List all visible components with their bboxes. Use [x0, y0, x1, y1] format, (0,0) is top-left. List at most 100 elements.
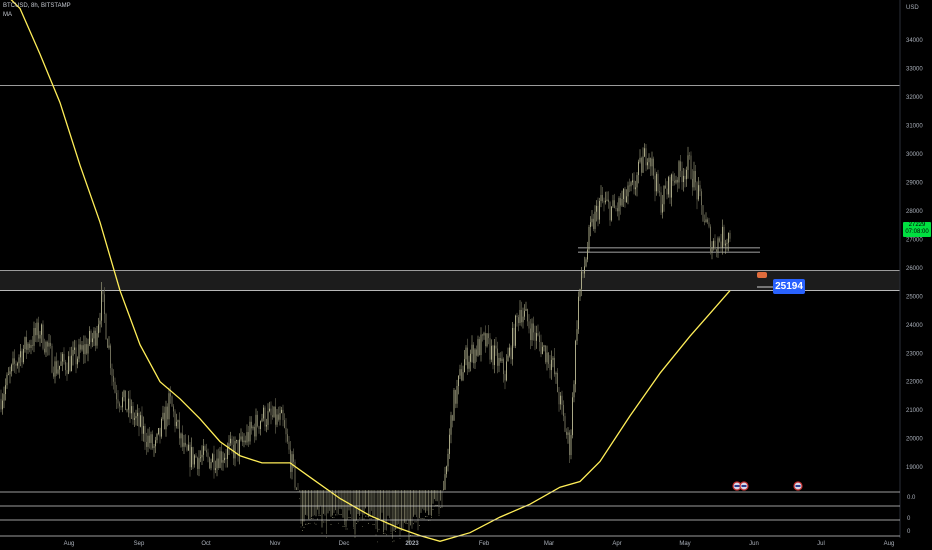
- candle-body: [669, 177, 671, 198]
- candle-body: [168, 393, 170, 420]
- time-tick-label: Oct: [201, 541, 211, 547]
- candle-body: [318, 515, 320, 517]
- candle-body: [227, 447, 228, 459]
- candle-body: [642, 156, 644, 173]
- candle-body: [374, 524, 375, 525]
- candle-body: [146, 441, 147, 447]
- candle-body: [500, 357, 501, 361]
- candle-body: [281, 409, 282, 414]
- candle-body: [696, 182, 698, 200]
- candle-body: [432, 509, 434, 510]
- candle-body: [416, 521, 417, 523]
- candle-body: [20, 351, 21, 358]
- candle-body: [153, 446, 155, 448]
- candle-body: [3, 394, 5, 401]
- candle-body: [558, 392, 560, 405]
- event-icons: [732, 481, 803, 491]
- candle-body: [87, 344, 89, 354]
- candle-body: [372, 524, 374, 525]
- candle-body: [630, 182, 632, 187]
- time-tick-label: Jul: [817, 541, 825, 547]
- candle-body: [705, 219, 707, 223]
- candle-body: [41, 324, 42, 335]
- candle-body: [600, 194, 602, 202]
- candle-body: [371, 518, 372, 520]
- candle-body: [278, 414, 279, 420]
- candle-body: [386, 534, 387, 536]
- candle-body: [626, 196, 627, 203]
- candle-body: [171, 396, 173, 407]
- candle-body: [5, 385, 6, 395]
- candle-body: [447, 453, 449, 467]
- candle-body: [218, 458, 219, 468]
- indicator-label: MA: [3, 12, 12, 18]
- candle-body: [728, 233, 729, 243]
- candle-body: [132, 406, 134, 420]
- candle-body: [66, 370, 68, 374]
- candle-body: [531, 323, 533, 341]
- candle-body: [78, 344, 80, 359]
- candle-body: [339, 514, 341, 515]
- candle-body: [72, 349, 74, 356]
- candle-body: [114, 381, 116, 393]
- candle-body: [48, 342, 50, 347]
- candle-body: [141, 415, 143, 434]
- candle-body: [593, 218, 594, 229]
- candle-body: [707, 219, 708, 223]
- candle-body: [39, 334, 41, 339]
- candle-body: [269, 408, 270, 412]
- candle-body: [207, 452, 209, 458]
- candle-body: [363, 518, 365, 520]
- candle-body: [608, 199, 609, 203]
- candle-body: [51, 345, 53, 373]
- candle-body: [240, 436, 242, 440]
- candle-body: [359, 517, 360, 519]
- candle-body: [524, 310, 525, 317]
- candle-body: [231, 438, 233, 445]
- candle-body: [449, 434, 450, 454]
- time-tick-label: Mar: [544, 541, 554, 547]
- candle-body: [654, 175, 656, 192]
- candle-body: [344, 525, 345, 527]
- candle-body: [555, 373, 557, 375]
- candle-body: [345, 528, 347, 530]
- price-annotation-badge[interactable]: 25194: [773, 279, 805, 294]
- candle-body: [272, 415, 273, 417]
- candle-body: [692, 178, 693, 188]
- candle-body: [198, 458, 200, 469]
- candle-body: [104, 294, 105, 315]
- candle-body: [716, 249, 717, 252]
- candle-body: [497, 348, 498, 366]
- candle-body: [479, 339, 480, 355]
- candle-body: [413, 523, 414, 525]
- candle-body: [464, 359, 465, 373]
- candle-body: [273, 406, 275, 417]
- candle-body: [483, 333, 485, 336]
- candle-body: [693, 170, 695, 188]
- candle-body: [437, 504, 438, 506]
- candle-body: [155, 440, 156, 447]
- candle-body: [239, 439, 240, 456]
- candle-body: [422, 518, 423, 519]
- candle-body: [662, 204, 663, 213]
- candle-body: [296, 487, 297, 490]
- candle-body: [446, 466, 447, 475]
- candle-body: [165, 406, 167, 430]
- candle-body: [204, 446, 206, 451]
- candle-body: [723, 226, 725, 246]
- candle-body: [486, 333, 488, 347]
- candle-body: [71, 355, 72, 372]
- candle-body: [540, 342, 542, 354]
- candle-body: [477, 339, 479, 356]
- candle-body: [648, 157, 650, 163]
- candle-body: [695, 170, 696, 183]
- candle-body: [242, 436, 243, 443]
- candle-body: [176, 421, 177, 427]
- time-tick-label: Aug: [64, 541, 75, 547]
- candle-body: [569, 432, 570, 456]
- candle-body: [392, 541, 393, 543]
- candle-body: [620, 198, 621, 206]
- candle-body: [644, 148, 645, 157]
- candle-body: [189, 444, 191, 468]
